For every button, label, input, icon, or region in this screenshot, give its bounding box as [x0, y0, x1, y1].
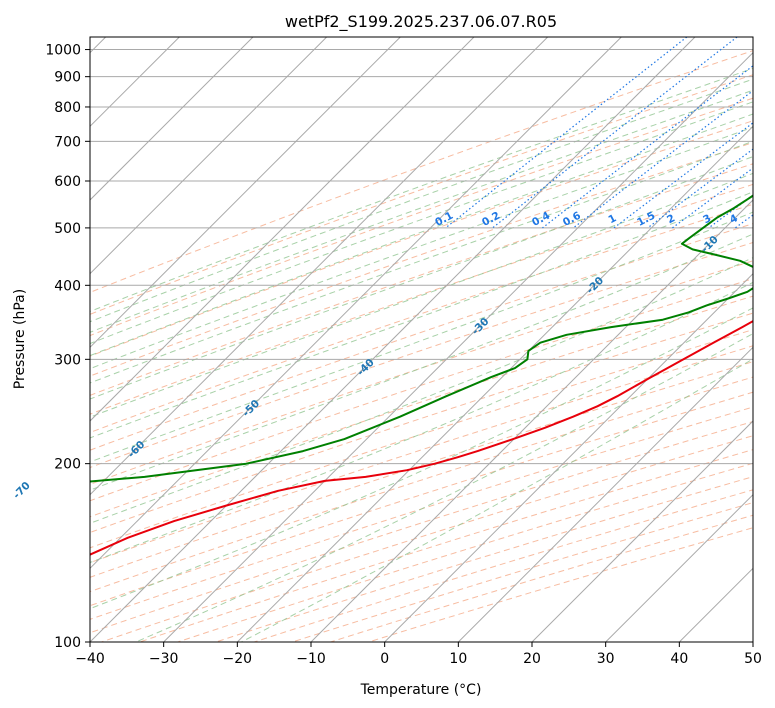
- dry-adiabat: [90, 329, 753, 549]
- y-tick-label: 400: [54, 278, 81, 294]
- x-tick-label: −40: [75, 651, 105, 667]
- dry-adiabat: [177, 462, 753, 642]
- dry-adiabat: [90, 97, 753, 337]
- isotherm: [384, 272, 753, 642]
- x-tick-label: 40: [670, 651, 688, 667]
- y-axis-label: Pressure (hPa): [12, 289, 28, 389]
- mixing-ratio-line: [492, 37, 738, 229]
- plot-frame: [89, 36, 754, 643]
- y-tick-label: 700: [54, 134, 81, 150]
- moist-adiabat: [90, 78, 753, 323]
- isotherm: [90, 37, 475, 422]
- mixing-ratio-line: [672, 167, 753, 229]
- isotherm: [90, 37, 549, 496]
- x-axis-label: Temperature (°C): [360, 682, 482, 698]
- isotherm: [90, 37, 622, 570]
- isotherm: [236, 125, 753, 642]
- x-tick-label: −10: [296, 651, 326, 667]
- dry-adiabat: [139, 449, 753, 642]
- isotherm: [90, 37, 254, 201]
- x-tick-label: 10: [449, 651, 467, 667]
- moist-adiabat: [90, 156, 753, 400]
- dry-adiabat: [90, 142, 753, 377]
- dry-adiabat: [90, 120, 753, 357]
- moist-adiabat: [90, 67, 753, 313]
- moist-adiabat: [90, 89, 753, 333]
- moist-adiabat: [135, 333, 753, 642]
- moist-adiabat: [90, 257, 753, 524]
- dry-adiabat: [101, 435, 753, 642]
- y-tick-label: 200: [54, 457, 81, 473]
- temperature-profile-line: [90, 320, 753, 556]
- y-tick-label: 100: [54, 635, 81, 651]
- y-tick-label: 600: [54, 174, 81, 190]
- moist-adiabat: [90, 113, 753, 357]
- x-tick-label: −30: [149, 651, 179, 667]
- isotherm: [605, 493, 753, 642]
- dry-adiabat: [90, 183, 753, 415]
- isotherm: [90, 37, 328, 275]
- y-tick-label: 1000: [45, 43, 81, 59]
- axis-ticks: −40 −30 −20 −10 0 10 20 30 40 50 1000 900 800 700 600 5…: [45, 43, 762, 667]
- x-tick-label: 0: [380, 651, 389, 667]
- isotherm: [531, 420, 753, 642]
- moist-adiabat: [90, 233, 753, 491]
- x-tick-label: 30: [597, 651, 615, 667]
- x-tick-label: −20: [223, 651, 253, 667]
- moist-adiabat: [90, 281, 753, 564]
- dry-adiabat: [215, 476, 753, 642]
- x-tick-label: 20: [523, 651, 541, 667]
- mixing-ratio-line: [542, 65, 753, 229]
- dry-adiabat: [292, 502, 753, 642]
- isotherm: [90, 37, 696, 642]
- y-tick-label: 300: [54, 352, 81, 368]
- isotherm: [310, 199, 753, 642]
- mixing-ratio-line: [572, 89, 753, 229]
- dry-adiabat: [90, 361, 753, 578]
- dry-adiabat: [90, 163, 753, 396]
- chart-title: wetPf2_S199.2025.237.06.07.R05: [285, 12, 557, 32]
- y-tick-label: 500: [54, 221, 81, 237]
- y-tick-label: 900: [54, 70, 81, 86]
- isotherm: [457, 346, 753, 642]
- moist-adiabat: [241, 358, 753, 642]
- x-tick-label: 50: [744, 651, 762, 667]
- isotherm: [163, 51, 753, 642]
- dry-adiabat: [90, 345, 753, 564]
- profile-series: [90, 194, 753, 556]
- y-tick-label: 800: [54, 100, 81, 116]
- dry-adiabat: [90, 50, 753, 293]
- moist-adiabat: [90, 172, 753, 418]
- dewpoint-profile-line: [90, 194, 753, 483]
- moist-adiabat: [90, 211, 753, 463]
- thermo-grid: [90, 37, 753, 642]
- isotherm: [90, 37, 401, 349]
- moist-adiabat: [90, 126, 753, 370]
- dry-adiabat: [254, 489, 753, 642]
